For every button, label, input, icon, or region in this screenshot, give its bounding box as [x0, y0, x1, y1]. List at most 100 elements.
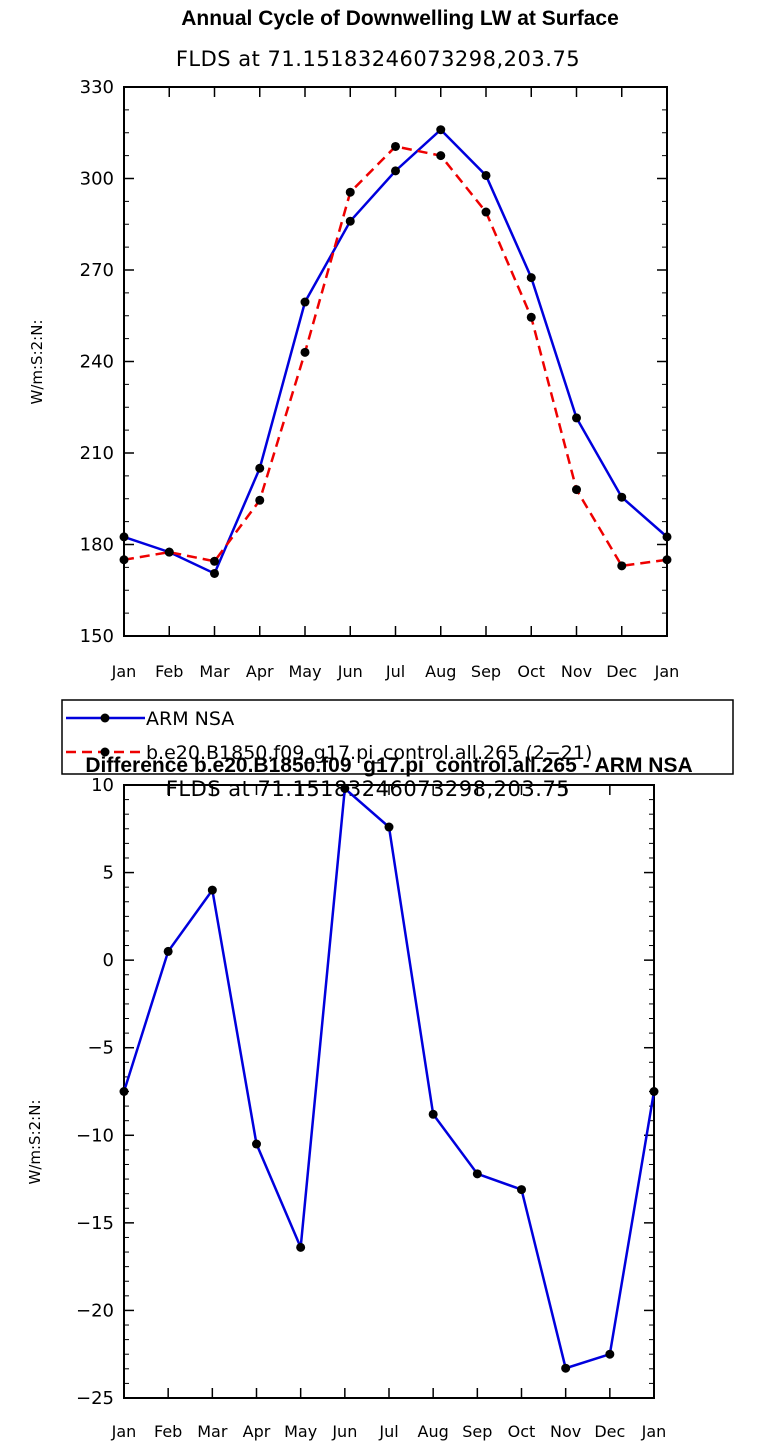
- data-point-series-0: [605, 1349, 615, 1359]
- legend-label-arm-nsa: ARM NSA: [146, 708, 234, 730]
- data-point-series-0: [391, 166, 400, 176]
- y-tick-label: 240: [80, 352, 114, 373]
- x-tick-label: Nov: [561, 662, 592, 681]
- y-tick-label: −5: [87, 1038, 114, 1059]
- data-point-series-1: [572, 485, 581, 495]
- data-point-series-0: [300, 297, 310, 307]
- data-point-series-1: [481, 207, 491, 217]
- x-tick-label: May: [288, 662, 321, 681]
- series-line-1: [123, 145, 668, 568]
- data-point-series-1: [526, 312, 536, 322]
- x-tick-label: Jun: [337, 662, 363, 681]
- y-tick-label: −25: [76, 1388, 114, 1409]
- data-point-series-0: [252, 1139, 261, 1149]
- data-point-series-0: [472, 1169, 482, 1179]
- legend-box: [61, 699, 734, 775]
- series-layer: [119, 784, 659, 1373]
- data-point-series-0: [340, 784, 350, 794]
- y-tick-label: 10: [91, 775, 114, 796]
- axes: −25 −20 −15 −10 −5 0 5 10 Jan Feb Mar Apr May Jun Jul A…: [76, 775, 666, 1441]
- legend: ARM NSA b.e20.B1850.f09_g17.pi_control.a…: [61, 699, 734, 775]
- data-point-series-0: [436, 125, 446, 135]
- data-point-series-0: [526, 273, 536, 283]
- x-tick-label: Mar: [199, 662, 230, 681]
- x-tick-label: Apr: [243, 1422, 271, 1441]
- legend-marker-arm-nsa: [100, 713, 110, 723]
- difference-chart: Difference b.e20.B1850.f09_g17.pi_contro…: [26, 754, 693, 1441]
- x-tick-label: Jul: [385, 662, 405, 681]
- x-tick-label: Aug: [418, 1422, 449, 1441]
- y-tick-label: 270: [80, 260, 114, 281]
- x-tick-label: May: [284, 1422, 317, 1441]
- y-tick-label: −20: [76, 1300, 114, 1321]
- x-tick-label: Jun: [331, 1422, 357, 1441]
- x-tick-label: Jul: [378, 1422, 398, 1441]
- y-tick-label: 330: [80, 77, 114, 98]
- data-point-series-0: [163, 946, 173, 956]
- x-tick-label: Sep: [471, 662, 501, 681]
- data-point-series-0: [428, 1109, 438, 1119]
- y-tick-label: 210: [80, 443, 114, 464]
- data-point-series-0: [481, 170, 491, 180]
- data-point-series-0: [572, 413, 581, 423]
- data-point-series-0: [119, 1087, 129, 1096]
- data-point-series-0: [345, 216, 355, 226]
- chart-title: Difference b.e20.B1850.f09_g17.pi_contro…: [85, 754, 692, 777]
- data-point-series-0: [517, 1185, 526, 1195]
- x-tick-label: Oct: [508, 1422, 536, 1441]
- data-point-series-1: [210, 556, 219, 566]
- data-point-series-1: [391, 141, 400, 151]
- x-tick-label: Feb: [154, 1422, 182, 1441]
- x-tick-label: Jan: [111, 662, 137, 681]
- data-point-series-1: [662, 555, 672, 565]
- legend-label-model: b.e20.B1850.f09_g17.pi_control.all.265 (…: [146, 742, 592, 764]
- x-tick-label: Feb: [155, 662, 183, 681]
- x-tick-label: Apr: [246, 662, 274, 681]
- x-tick-label: Dec: [606, 662, 637, 681]
- series-line-0: [122, 785, 656, 1370]
- data-point-series-0: [296, 1242, 306, 1252]
- y-axis-label: W/m:S:2:N:: [28, 320, 46, 405]
- data-point-series-0: [662, 532, 672, 542]
- y-tick-label: −10: [76, 1125, 114, 1146]
- axes: 150 180 210 240 270 300 330 Jan Feb Mar Apr May Jun J…: [80, 77, 680, 681]
- x-tick-label: Nov: [550, 1422, 581, 1441]
- data-point-series-0: [207, 885, 217, 895]
- data-point-series-0: [561, 1363, 571, 1373]
- y-axis-label: W/m:S:2:N:: [26, 1100, 44, 1185]
- x-tick-label: Sep: [462, 1422, 492, 1441]
- data-point-series-0: [617, 492, 627, 502]
- data-point-series-0: [649, 1087, 659, 1096]
- y-tick-label: −15: [76, 1213, 114, 1234]
- series-layer: [119, 125, 672, 578]
- x-tick-label: Dec: [594, 1422, 625, 1441]
- legend-marker-model: [100, 747, 110, 757]
- x-tick-label: Jan: [654, 662, 680, 681]
- data-point-series-1: [436, 151, 446, 161]
- data-point-series-1: [345, 187, 355, 197]
- data-point-series-1: [164, 547, 174, 557]
- chart-subtitle: FLDS at 71.15183246073298,203.75: [166, 777, 570, 801]
- chart-title: Annual Cycle of Downwelling LW at Surfac…: [181, 7, 619, 30]
- y-tick-label: 5: [103, 863, 114, 884]
- data-point-series-1: [255, 495, 265, 505]
- annual-cycle-chart: Annual Cycle of Downwelling LW at Surfac…: [28, 7, 734, 775]
- chart-subtitle: FLDS at 71.15183246073298,203.75: [176, 47, 580, 71]
- x-tick-label: Jan: [641, 1422, 667, 1441]
- data-point-series-0: [210, 568, 219, 578]
- data-point-series-0: [384, 822, 394, 832]
- data-point-series-1: [300, 347, 310, 357]
- y-tick-label: 300: [80, 169, 114, 190]
- x-tick-label: Mar: [197, 1422, 228, 1441]
- data-point-series-0: [119, 532, 129, 542]
- data-point-series-0: [255, 463, 265, 473]
- x-tick-label: Jan: [111, 1422, 137, 1441]
- plot-frame: [123, 784, 655, 1399]
- y-tick-label: 0: [103, 950, 114, 971]
- x-tick-label: Oct: [517, 662, 545, 681]
- data-point-series-1: [119, 555, 129, 565]
- x-tick-label: Aug: [425, 662, 456, 681]
- y-tick-label: 150: [80, 626, 114, 647]
- y-tick-label: 180: [80, 535, 114, 556]
